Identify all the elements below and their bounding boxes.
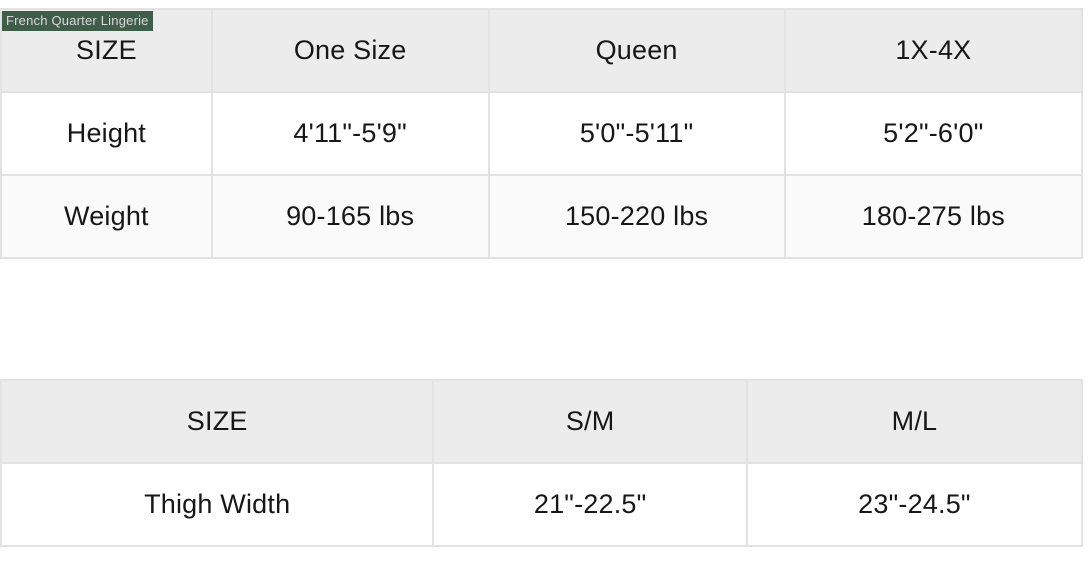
row-label: Weight (0, 174, 213, 259)
size-chart-header-one-size: One Size (210, 8, 490, 93)
size-chart-table: SIZE One Size Queen 1X-4X Height 4'11"-5… (0, 8, 1084, 259)
height-queen-value: 5'0"-5'11" (487, 91, 786, 176)
thigh-chart-header-row: SIZE S/M M/L (0, 379, 1084, 464)
thigh-chart-header-size: SIZE (0, 379, 435, 464)
size-chart-row-weight: Weight 90-165 lbs 150-220 lbs 180-275 lb… (0, 174, 1084, 259)
row-label: Thigh Width (0, 462, 435, 547)
height-1x-4x-value: 5'2"-6'0" (783, 91, 1084, 176)
thigh-chart-header-s-m: S/M (432, 379, 748, 464)
weight-queen-value: 150-220 lbs (487, 174, 786, 259)
size-chart-row-height: Height 4'11"-5'9" 5'0"-5'11" 5'2"-6'0" (0, 91, 1084, 176)
weight-1x-4x-value: 180-275 lbs (783, 174, 1084, 259)
weight-one-size-value: 90-165 lbs (210, 174, 490, 259)
size-chart-header-1x-4x: 1X-4X (783, 8, 1084, 93)
thigh-width-m-l-value: 23"-24.5" (745, 462, 1084, 547)
height-one-size-value: 4'11"-5'9" (210, 91, 490, 176)
thigh-chart-header-m-l: M/L (745, 379, 1084, 464)
thigh-width-s-m-value: 21"-22.5" (432, 462, 748, 547)
row-label: Height (0, 91, 213, 176)
size-chart-header-queen: Queen (487, 8, 786, 93)
thigh-chart-row-thigh-width: Thigh Width 21"-22.5" 23"-24.5" (0, 462, 1084, 547)
thigh-width-chart-table: SIZE S/M M/L Thigh Width 21"-22.5" 23"-2… (0, 379, 1084, 547)
size-chart-header-row: SIZE One Size Queen 1X-4X (0, 8, 1084, 93)
site-annotation-tag: French Quarter Lingerie (2, 11, 153, 31)
